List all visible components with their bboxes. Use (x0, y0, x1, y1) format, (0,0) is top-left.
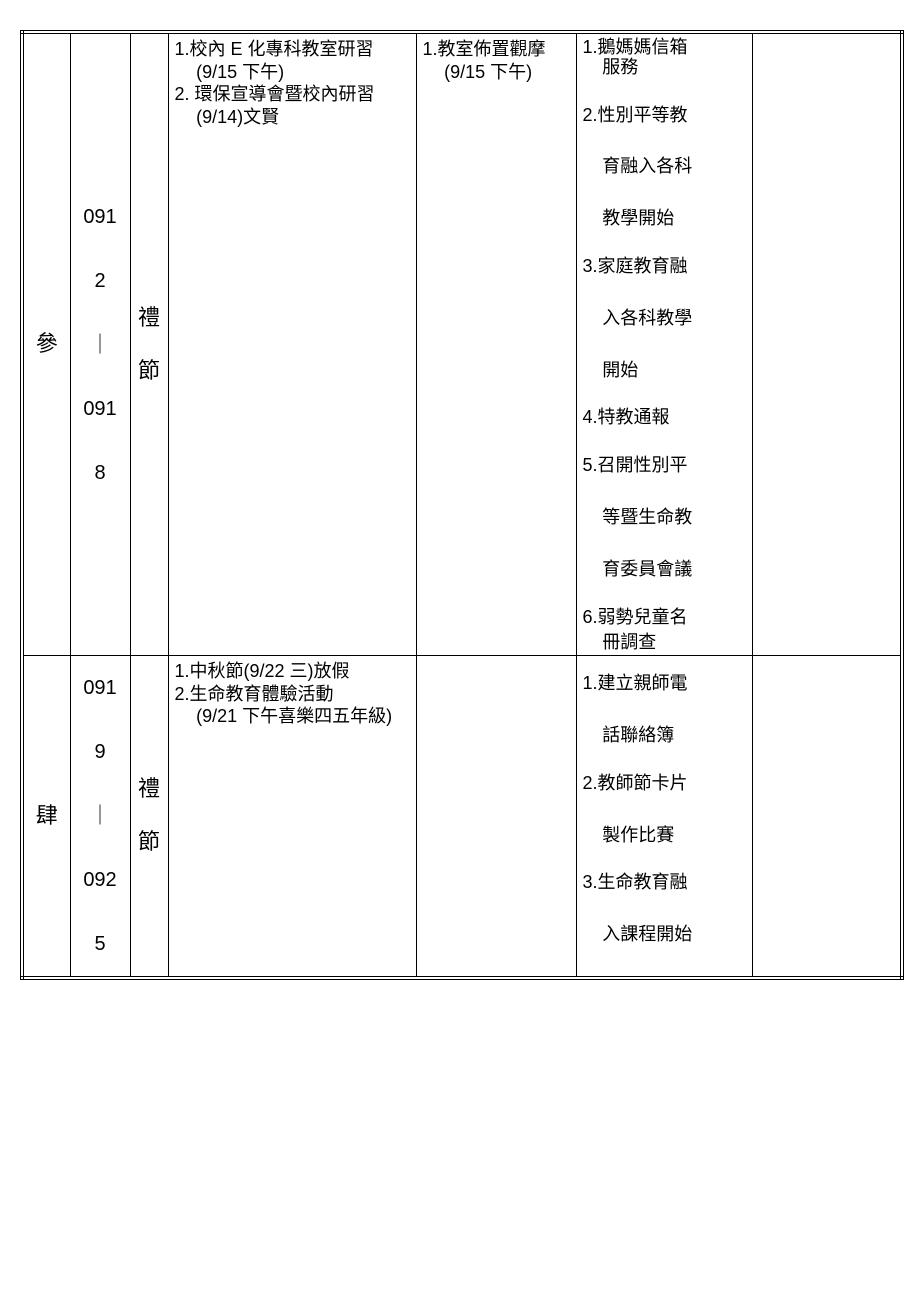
theme-char: 禮 (131, 292, 168, 345)
theme-char: 節 (131, 816, 168, 869)
activity-line: 1.校內 E 化專科教室研習 (175, 38, 410, 61)
date-line: 5 (73, 912, 128, 976)
date-line: 091 (73, 185, 128, 249)
date-line: 8 (73, 441, 128, 505)
activity-item: 5.召開性別平 (583, 456, 746, 476)
notes-cell (752, 656, 902, 979)
week-number-cell: 肆 (22, 656, 70, 979)
activities-cell-b (416, 656, 576, 979)
date-line: ｜ (73, 313, 128, 377)
activity-item-cont: 等暨生命教 (583, 508, 746, 528)
activities-cell-a: 1.中秋節(9/22 三)放假 2.生命教育體驗活動 (9/21 下午喜樂四五年… (168, 656, 416, 979)
activity-item: 4.特教通報 (583, 408, 746, 428)
activity-item-cont: 入課程開始 (583, 925, 746, 945)
week-number: 參 (36, 331, 58, 356)
date-line: 2 (73, 249, 128, 313)
date-range-cell: 091 2 ｜ 091 8 (70, 32, 130, 656)
activity-line: (9/21 下午喜樂四五年級) (175, 705, 410, 728)
activity-line: 2.生命教育體驗活動 (175, 683, 410, 706)
date-line: 092 (73, 848, 128, 912)
activity-item-cont: 冊調查 (583, 633, 746, 653)
theme-char: 節 (131, 345, 168, 398)
activities-cell-a: 1.校內 E 化專科教室研習 (9/15 下午) 2. 環保宣導會暨校內研習 (… (168, 32, 416, 656)
activities-cell-b: 1.教室佈置觀摩 (9/15 下午) (416, 32, 576, 656)
activity-item: 1.建立親師電 (583, 674, 746, 694)
notes-cell (752, 32, 902, 656)
schedule-table: 參 091 2 ｜ 091 8 禮 節 1.校內 E 化專科教室研習 (9/15… (20, 30, 904, 980)
week-number-cell: 參 (22, 32, 70, 656)
theme-cell: 禮 節 (130, 656, 168, 979)
activity-line: (9/15 下午) (423, 61, 570, 84)
activity-item-cont: 開始 (583, 361, 746, 381)
table-row: 肆 091 9 ｜ 092 5 禮 節 1.中秋節(9/22 三)放假 2.生命… (22, 656, 902, 979)
activity-line: 1.中秋節(9/22 三)放假 (175, 660, 410, 683)
activity-line: 1.教室佈置觀摩 (423, 38, 570, 61)
activity-item: 2.性別平等教 (583, 106, 746, 126)
date-range-cell: 091 9 ｜ 092 5 (70, 656, 130, 979)
activity-item-cont: 育融入各科 (583, 157, 746, 177)
activity-item-cont: 入各科教學 (583, 309, 746, 329)
activity-item: 3.家庭教育融 (583, 257, 746, 277)
activity-item-cont: 服務 (583, 58, 746, 78)
activity-line: (9/15 下午) (175, 61, 410, 84)
activity-item: 3.生命教育融 (583, 873, 746, 893)
theme-cell: 禮 節 (130, 32, 168, 656)
activity-line: (9/14)文賢 (175, 106, 410, 129)
activity-item: 6.弱勢兒童名 (583, 608, 746, 628)
activity-item: 1.鵝媽媽信箱 (583, 38, 746, 58)
week-number: 肆 (36, 803, 58, 828)
activity-item-cont: 育委員會議 (583, 560, 746, 580)
date-line: 9 (73, 720, 128, 784)
activity-line: 2. 環保宣導會暨校內研習 (175, 83, 410, 106)
date-line: ｜ (73, 784, 128, 848)
date-line: 091 (73, 656, 128, 720)
activity-item-cont: 製作比賽 (583, 826, 746, 846)
date-line: 091 (73, 377, 128, 441)
activity-item-cont: 話聯絡簿 (583, 726, 746, 746)
activity-item: 2.教師節卡片 (583, 774, 746, 794)
table-row: 參 091 2 ｜ 091 8 禮 節 1.校內 E 化專科教室研習 (9/15… (22, 32, 902, 656)
activity-item-cont: 教學開始 (583, 209, 746, 229)
activities-cell-c: 1.鵝媽媽信箱 服務 2.性別平等教 育融入各科 教學開始 3.家庭教育融 入各… (576, 32, 752, 656)
theme-char: 禮 (131, 763, 168, 816)
activities-cell-c: 1.建立親師電 話聯絡簿 2.教師節卡片 製作比賽 3.生命教育融 入課程開始 (576, 656, 752, 979)
